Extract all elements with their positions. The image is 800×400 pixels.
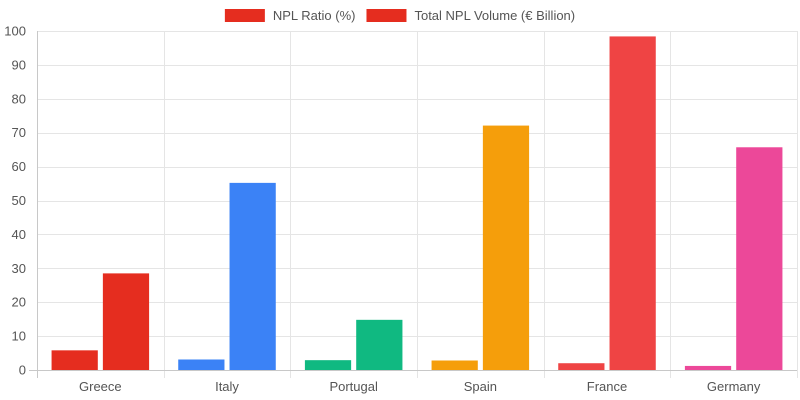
legend-item-1[interactable]: NPL Ratio (%)	[224, 8, 356, 23]
bars: NPL Ratio (%): 5.8Total NPL Volume (€ Bi…	[51, 36, 783, 371]
y-tick-label: 100	[4, 24, 26, 39]
y-tick-label: 10	[12, 329, 26, 344]
y-tick-label: 90	[12, 57, 26, 72]
legend[interactable]: NPL Ratio (%) Total NPL Volume (€ Billion…	[224, 8, 575, 23]
x-tick-label: Portugal	[329, 379, 378, 394]
y-tick-label: 50	[12, 193, 26, 208]
legend-swatch	[224, 9, 265, 22]
y-tick-label: 80	[12, 91, 26, 106]
bar-italy-series-2[interactable]: Total NPL Volume (€ Billion): 55.2	[229, 182, 276, 370]
y-axis: 0 10 20 30 40 50 60 70 80 90 100	[4, 24, 26, 378]
y-tick-label: 40	[12, 227, 26, 242]
legend-label: NPL Ratio (%)	[273, 8, 356, 23]
y-tick-label: 0	[19, 363, 26, 378]
x-tick-label: France	[587, 379, 627, 394]
y-tick-label: 60	[12, 159, 26, 174]
x-tick-label: Spain	[464, 379, 497, 394]
x-tick-label: Germany	[707, 379, 761, 394]
bar-portugal-series-2[interactable]: Total NPL Volume (€ Billion): 14.8	[356, 319, 403, 370]
bar-spain-series-1[interactable]: NPL Ratio (%): 2.8	[431, 360, 478, 370]
bar-spain-series-2[interactable]: Total NPL Volume (€ Billion): 72.1	[482, 125, 530, 371]
bar-italy-series-1[interactable]: NPL Ratio (%): 3.1	[178, 359, 225, 370]
bar-france-series-2[interactable]: Total NPL Volume (€ Billion): 98.4	[609, 36, 656, 370]
bar-germany-series-2[interactable]: Total NPL Volume (€ Billion): 65.7	[736, 147, 783, 370]
bar-greece-series-2[interactable]: Total NPL Volume (€ Billion): 28.5	[102, 273, 150, 370]
y-tick-label: 30	[12, 261, 26, 276]
y-tick-label: 70	[12, 125, 26, 140]
grid	[29, 31, 798, 378]
y-tick-label: 20	[12, 295, 26, 310]
bar-portugal-series-1[interactable]: NPL Ratio (%): 2.9	[304, 360, 352, 370]
legend-label: Total NPL Volume (€ Billion)	[414, 8, 575, 23]
x-axis: Greece Italy Portugal Spain France Germany	[79, 379, 761, 394]
x-tick-label: Italy	[215, 379, 239, 394]
legend-item-2[interactable]: Total NPL Volume (€ Billion)	[366, 8, 575, 23]
bar-france-series-1[interactable]: NPL Ratio (%): 2	[558, 363, 605, 370]
x-tick-label: Greece	[79, 379, 122, 394]
legend-swatch	[366, 9, 407, 22]
bar-greece-series-1[interactable]: NPL Ratio (%): 5.8	[51, 350, 98, 370]
bar-germany-series-1[interactable]: NPL Ratio (%): 1.2	[684, 365, 732, 370]
